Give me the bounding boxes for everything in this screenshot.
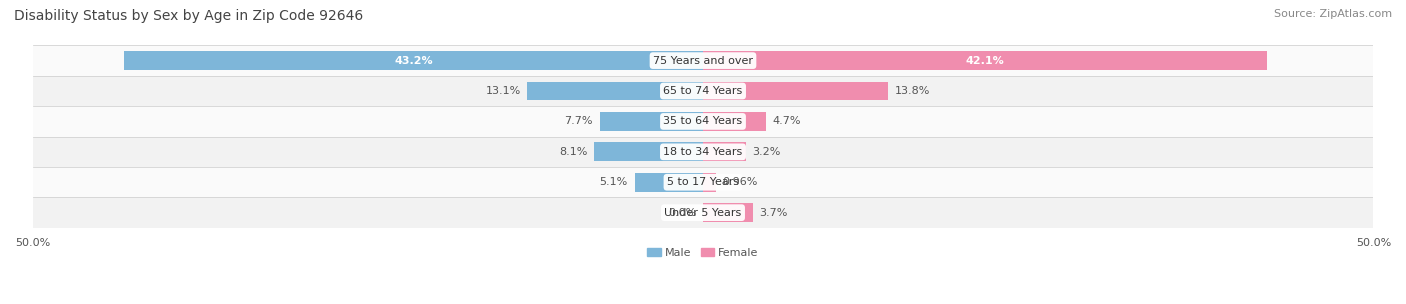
Text: 5 to 17 Years: 5 to 17 Years bbox=[666, 177, 740, 187]
Bar bbox=[703, 203, 752, 222]
Text: 18 to 34 Years: 18 to 34 Years bbox=[664, 147, 742, 157]
Bar bbox=[634, 173, 703, 192]
Text: 13.8%: 13.8% bbox=[894, 86, 931, 96]
Text: 7.7%: 7.7% bbox=[565, 116, 593, 126]
Bar bbox=[124, 51, 703, 70]
Legend: Male, Female: Male, Female bbox=[643, 244, 763, 262]
Bar bbox=[32, 136, 1374, 167]
Text: 5.1%: 5.1% bbox=[600, 177, 628, 187]
Text: 3.7%: 3.7% bbox=[759, 208, 787, 218]
Bar bbox=[32, 198, 1374, 228]
Bar bbox=[703, 51, 1267, 70]
Bar bbox=[703, 81, 889, 100]
Text: 65 to 74 Years: 65 to 74 Years bbox=[664, 86, 742, 96]
Text: 8.1%: 8.1% bbox=[560, 147, 588, 157]
Text: Source: ZipAtlas.com: Source: ZipAtlas.com bbox=[1274, 9, 1392, 19]
Bar bbox=[32, 45, 1374, 76]
Text: 0.96%: 0.96% bbox=[723, 177, 758, 187]
Bar bbox=[32, 167, 1374, 198]
Bar bbox=[600, 112, 703, 131]
Bar bbox=[527, 81, 703, 100]
Text: 42.1%: 42.1% bbox=[966, 56, 1005, 66]
Text: 75 Years and over: 75 Years and over bbox=[652, 56, 754, 66]
Bar bbox=[703, 112, 766, 131]
Text: 3.2%: 3.2% bbox=[752, 147, 780, 157]
Text: Under 5 Years: Under 5 Years bbox=[665, 208, 741, 218]
Text: 35 to 64 Years: 35 to 64 Years bbox=[664, 116, 742, 126]
Text: 0.0%: 0.0% bbox=[668, 208, 696, 218]
Bar bbox=[703, 142, 747, 161]
Bar bbox=[595, 142, 703, 161]
Text: 13.1%: 13.1% bbox=[485, 86, 520, 96]
Text: 43.2%: 43.2% bbox=[394, 56, 433, 66]
Text: Disability Status by Sex by Age in Zip Code 92646: Disability Status by Sex by Age in Zip C… bbox=[14, 9, 363, 23]
Bar bbox=[32, 106, 1374, 136]
Bar bbox=[703, 173, 716, 192]
Bar bbox=[32, 76, 1374, 106]
Text: 4.7%: 4.7% bbox=[773, 116, 801, 126]
